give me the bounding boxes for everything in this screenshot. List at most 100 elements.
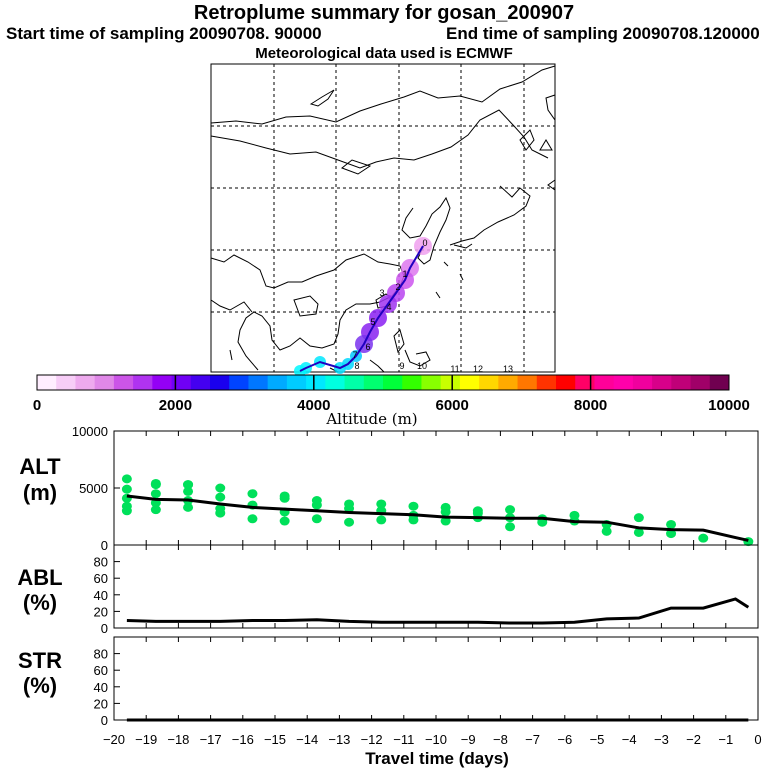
colorbar-swatch: [248, 375, 269, 390]
colorbar-tick-label: 0: [33, 397, 41, 414]
colorbar-ticks: 0 2000 4000 6000 8000 10000: [33, 375, 750, 414]
alt-series-line: [126, 494, 749, 542]
alt-ytick-label: 10000: [72, 424, 108, 439]
colorbar-swatch: [709, 375, 730, 390]
alt-scatter-point: [666, 519, 677, 529]
abl-ytick-label: 0: [101, 621, 108, 636]
colorbar-swatch: [210, 375, 230, 390]
colorbar-swatch: [459, 375, 480, 390]
map-frame: [210, 63, 556, 373]
x-tick-label: −17: [200, 732, 222, 747]
plume-day-label: 10: [417, 361, 427, 371]
colorbar-swatch: [286, 375, 307, 390]
x-tick-label: −11: [393, 732, 414, 747]
alt-scatter-point: [121, 474, 132, 484]
abl-ytick-label: 60: [94, 571, 108, 586]
plume-day-label: 1: [402, 269, 407, 279]
colorbar-swatch: [479, 375, 499, 390]
colorbar-swatch: [632, 375, 653, 390]
x-tick-label: −5: [590, 732, 605, 747]
start-time-text: Start time of sampling 20090708. 90000: [6, 24, 322, 43]
alt-scatter-point: [150, 505, 161, 515]
abl-panel-frame: [113, 544, 759, 629]
colorbar-swatch: [690, 375, 711, 390]
x-tick-label: −9: [461, 732, 476, 747]
colorbar-tick-label: 10000: [708, 397, 750, 414]
alt-scatter-point: [440, 507, 451, 517]
colorbar-swatch: [594, 375, 615, 390]
colorbar-swatch: [652, 375, 672, 390]
abl-unit: (%): [23, 590, 57, 615]
colorbar-tick-label: 2000: [159, 397, 192, 414]
alt-scatter-point: [505, 505, 516, 515]
alt-scatter-point: [601, 526, 612, 536]
colorbar-swatch: [94, 375, 115, 390]
x-tick-label: −6: [557, 732, 572, 747]
alt-scatter-point: [344, 504, 355, 514]
x-axis-label: Travel time (days): [365, 749, 509, 768]
colorbar-tick-label: 6000: [436, 397, 469, 414]
colorbar-swatch: [325, 375, 346, 390]
alt-scatter-point: [376, 499, 387, 509]
plume-day-label: 4: [386, 302, 391, 312]
colorbar-swatch: [440, 375, 461, 390]
abl-label: ABL: [17, 565, 62, 590]
plume-day-label: 0: [422, 238, 427, 248]
abl-ytick-label: 40: [94, 588, 108, 603]
str-panel-frame: [113, 636, 759, 721]
met-data-text: Meteorological data used is ECMWF: [255, 45, 513, 62]
alt-label: ALT: [19, 454, 61, 479]
colorbar-label: Altitude (m): [325, 410, 417, 428]
plume-day-label: 13: [503, 364, 513, 374]
colorbar-swatch: [229, 375, 249, 390]
plume-day-label: 11: [450, 364, 459, 374]
colorbar-swatch: [56, 375, 76, 390]
alt-scatter-point: [698, 533, 709, 543]
plume-day-label: 3: [379, 288, 384, 298]
alt-scatter-point: [311, 500, 322, 510]
alt-scatter-point: [215, 492, 226, 502]
str-ytick-label: 40: [94, 680, 108, 695]
colorbar-border: [36, 374, 730, 391]
x-tick-label: −15: [264, 732, 286, 747]
alt-scatter-point: [215, 483, 226, 493]
colorbar-swatch: [671, 375, 692, 390]
alt-scatter-point: [472, 508, 483, 518]
x-tick-label: −20: [103, 732, 125, 747]
colorbar-swatch: [152, 375, 173, 390]
alt-scatter-point: [183, 486, 194, 496]
plume-day-label: 6: [365, 342, 370, 352]
alt-scatter-point: [666, 529, 677, 539]
x-tick-label: −2: [686, 732, 701, 747]
colorbar-swatch: [517, 375, 538, 390]
x-tick-label: −3: [654, 732, 669, 747]
alt-scatter-point: [376, 515, 387, 525]
x-tick-label: −19: [135, 732, 157, 747]
alt-scatter-point: [279, 493, 290, 503]
alt-ytick-label: 0: [101, 538, 108, 553]
colorbar-swatch: [113, 375, 134, 390]
colorbar-swatch: [402, 375, 422, 390]
x-tick-label: −16: [232, 732, 254, 747]
alt-ytick-label: 5000: [79, 481, 108, 496]
alt-scatter-point: [247, 514, 258, 524]
alt-unit: (m): [23, 480, 57, 505]
chart-title: Retroplume summary for gosan_200907: [193, 2, 575, 24]
alt-scatter-point: [121, 506, 132, 516]
x-tick-label: −10: [425, 732, 447, 747]
x-tick-label: −4: [622, 732, 637, 747]
colorbar-swatch: [498, 375, 519, 390]
alt-scatter-point: [344, 517, 355, 527]
str-ytick-label: 0: [101, 713, 108, 728]
alt-scatter-point: [150, 480, 161, 490]
colorbar-swatch: [171, 375, 192, 390]
end-time-text: End time of sampling 20090708.120000: [446, 24, 760, 43]
x-tick-label: 0: [754, 732, 761, 747]
alt-scatter-point: [150, 489, 161, 499]
abl-series-line: [126, 597, 750, 625]
colorbar-swatch: [613, 375, 634, 390]
colorbar-swatch: [344, 375, 365, 390]
